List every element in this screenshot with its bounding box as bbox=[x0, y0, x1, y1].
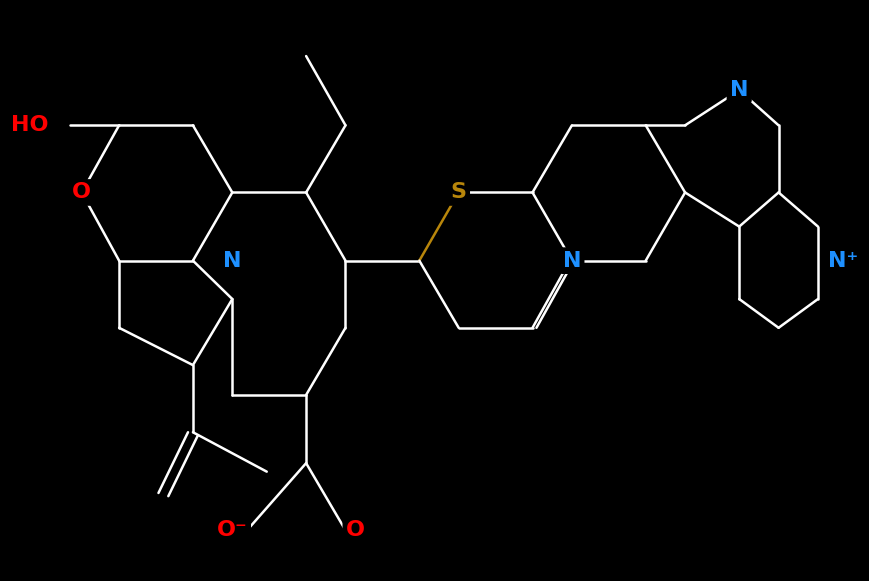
Text: N: N bbox=[562, 250, 581, 271]
Text: HO: HO bbox=[10, 115, 49, 135]
Text: N: N bbox=[730, 80, 748, 100]
Text: O: O bbox=[346, 520, 365, 540]
Text: N: N bbox=[223, 250, 242, 271]
Text: N⁺: N⁺ bbox=[828, 250, 858, 271]
Text: O: O bbox=[72, 182, 91, 202]
Text: O⁻: O⁻ bbox=[217, 520, 248, 540]
Text: S: S bbox=[451, 182, 467, 202]
